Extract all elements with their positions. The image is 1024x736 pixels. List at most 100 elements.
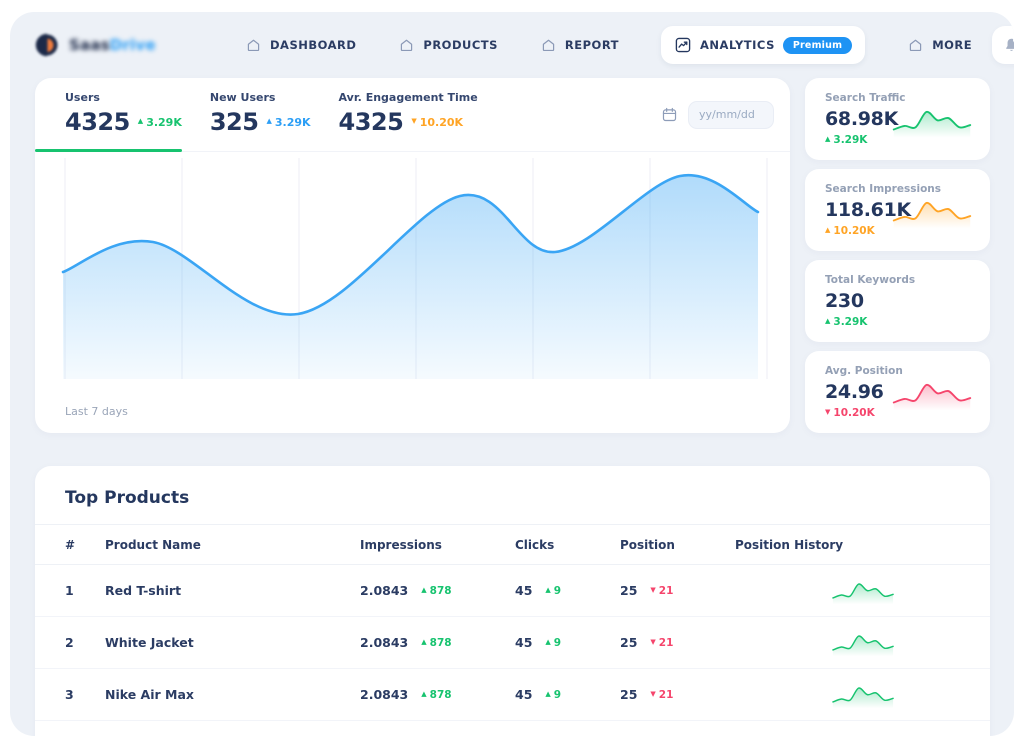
line-chart-icon xyxy=(675,37,691,53)
tab-new-users[interactable]: New Users 325 ▲ 3.29K xyxy=(210,78,311,151)
home-icon xyxy=(401,39,413,51)
tab-engagement-time[interactable]: Avr. Engagement Time 4325 ▼ 10.20K xyxy=(339,78,478,151)
card-search-traffic[interactable]: Search Traffic 68.98K ▲ 3.29K xyxy=(805,78,990,160)
trend-delta: ▲ 3.29K xyxy=(266,116,310,129)
metric-cards-column: Search Traffic 68.98K ▲ 3.29K Search Impr… xyxy=(805,78,990,433)
bell-icon xyxy=(1005,37,1014,51)
tab-value: 4325 xyxy=(65,108,130,136)
tab-label: New Users xyxy=(209,91,276,104)
table-row[interactable]: 3 Nike Air Max 2.0843 ▲ 878 45 ▲ 9 25 ▼ 21 xyxy=(35,669,990,721)
nav-label: REPORT xyxy=(564,38,620,52)
clicks-value: 45 xyxy=(515,687,533,702)
nav-item-report[interactable]: REPORT xyxy=(540,37,619,54)
trend-delta: ▲ 3.29K xyxy=(825,316,970,328)
trend-delta: ▲ 878 xyxy=(421,585,451,597)
app-panel: SaasDrive DASHBOARD PRODUCTS REPORT ANAL… xyxy=(10,12,1014,736)
card-total-keywords[interactable]: Total Keywords 230 ▲ 3.29K xyxy=(805,260,990,342)
home-icon xyxy=(909,39,922,51)
product-name-cell: Red T-shirt xyxy=(105,583,182,598)
up-arrow-icon: ▲ xyxy=(825,226,831,234)
down-arrow-icon: ▼ xyxy=(650,689,656,698)
product-name-cell: White Jacket xyxy=(105,635,194,650)
main-nav: DASHBOARD PRODUCTS REPORT ANALYTICS Prem… xyxy=(245,26,972,64)
table-row[interactable]: 2 White Jacket 2.0843 ▲ 878 45 ▲ 9 25 ▼ 21 xyxy=(35,617,990,669)
col-position: Position xyxy=(620,537,675,552)
nav-label: PRODUCTS xyxy=(423,38,498,52)
tab-users[interactable]: Users 4325 ▲ 3.29K xyxy=(35,78,182,152)
down-arrow-icon: ▼ xyxy=(650,637,656,646)
up-arrow-icon: ▲ xyxy=(825,135,831,143)
position-cell: 25 ▼ 21 xyxy=(620,687,735,702)
trend-delta: ▼ 21 xyxy=(650,637,673,649)
trend-delta: ▲ 9 xyxy=(545,585,561,597)
tab-label: Users xyxy=(65,91,100,104)
table-header-row: # Product Name Impressions Clicks Positi… xyxy=(35,525,990,565)
metric-label: Search Traffic xyxy=(825,92,906,104)
trend-delta: ▲ 3.29K xyxy=(825,134,970,146)
col-position-history: Position History xyxy=(735,537,844,552)
nav-item-analytics-active[interactable]: ANALYTICS Premium xyxy=(661,26,866,64)
card-search-impressions[interactable]: Search Impressions 118.61K ▲ 10.20K xyxy=(805,169,990,251)
metric-value: 24.96 xyxy=(825,381,884,403)
up-arrow-icon: ▲ xyxy=(421,585,427,594)
col-clicks: Clicks xyxy=(515,537,555,552)
date-input[interactable] xyxy=(688,100,774,129)
up-arrow-icon: ▲ xyxy=(545,637,551,646)
sparkline-chart xyxy=(892,201,972,229)
down-arrow-icon: ▼ xyxy=(825,408,831,416)
brand-mark-icon xyxy=(35,33,58,57)
impressions-value: 2.0843 xyxy=(360,635,409,650)
brand-name-accent: Drive xyxy=(109,36,156,54)
table-row[interactable]: 1 Red T-shirt 2.0843 ▲ 878 45 ▲ 9 25 ▼ 21 xyxy=(35,565,990,617)
table-row[interactable]: 4 Polo T-shirt 2.0843▲878 45▲9 25▼21 xyxy=(35,721,990,736)
position-history-sparkline xyxy=(832,582,894,604)
delta-value: 878 xyxy=(429,688,452,701)
nav-label: ANALYTICS xyxy=(700,38,775,52)
rank-cell: 1 xyxy=(65,583,74,598)
up-arrow-icon: ▲ xyxy=(545,689,551,698)
delta-value: 21 xyxy=(658,584,674,597)
nav-item-products[interactable]: PRODUCTS xyxy=(398,37,498,54)
chart-period-note: Last 7 days xyxy=(65,405,128,418)
notifications-button[interactable] xyxy=(992,26,1014,64)
down-arrow-icon: ▼ xyxy=(650,585,656,594)
clicks-cell: 45 ▲ 9 xyxy=(515,687,620,702)
premium-badge: Premium xyxy=(782,36,853,54)
home-icon xyxy=(247,39,260,51)
metric-label: Total Keywords xyxy=(825,274,916,286)
clicks-cell: 45 ▲ 9 xyxy=(515,583,620,598)
impressions-value: 2.0843 xyxy=(360,687,409,702)
impressions-cell: 2.0843 ▲ 878 xyxy=(360,583,515,598)
metric-value: 230 xyxy=(825,290,864,312)
col-product-name: Product Name xyxy=(105,537,201,552)
delta-value: 3.29K xyxy=(274,115,311,129)
metric-label: Avg. Position xyxy=(825,365,903,377)
clicks-cell: 45 ▲ 9 xyxy=(515,635,620,650)
position-cell: 25 ▼ 21 xyxy=(620,583,735,598)
tab-value: 325 xyxy=(209,108,259,136)
nav-item-more[interactable]: MORE xyxy=(907,37,972,54)
trend-delta: ▲ 9 xyxy=(545,689,561,701)
stats-tabs-row: Users 4325 ▲ 3.29K New Users 325 ▲ 3.29K A… xyxy=(35,78,790,152)
brand-logo[interactable]: SaasDrive xyxy=(35,32,225,58)
up-arrow-icon: ▲ xyxy=(545,585,551,594)
col-impressions: Impressions xyxy=(360,537,442,552)
calendar-icon[interactable] xyxy=(661,106,678,123)
rank-cell: 2 xyxy=(65,635,74,650)
trend-delta: ▼ 10.20K xyxy=(825,407,970,419)
nav-item-dashboard[interactable]: DASHBOARD xyxy=(245,37,356,54)
home-icon xyxy=(542,39,555,51)
impressions-cell: 2.0843 ▲ 878 xyxy=(360,635,515,650)
delta-value: 9 xyxy=(553,584,562,597)
users-area-chart xyxy=(61,158,768,379)
trend-delta: ▲ 9 xyxy=(545,637,561,649)
nav-label: MORE xyxy=(932,38,973,52)
impressions-value: 2.0843 xyxy=(360,583,409,598)
trend-delta: ▲ 3.29K xyxy=(138,116,182,129)
delta-value: 21 xyxy=(658,688,674,701)
delta-value: 10.20K xyxy=(833,225,875,237)
trend-delta: ▼ 21 xyxy=(650,689,673,701)
position-value: 25 xyxy=(620,687,638,702)
col-rank: # xyxy=(65,537,76,552)
card-avg-position[interactable]: Avg. Position 24.96 ▼ 10.20K xyxy=(805,351,990,433)
